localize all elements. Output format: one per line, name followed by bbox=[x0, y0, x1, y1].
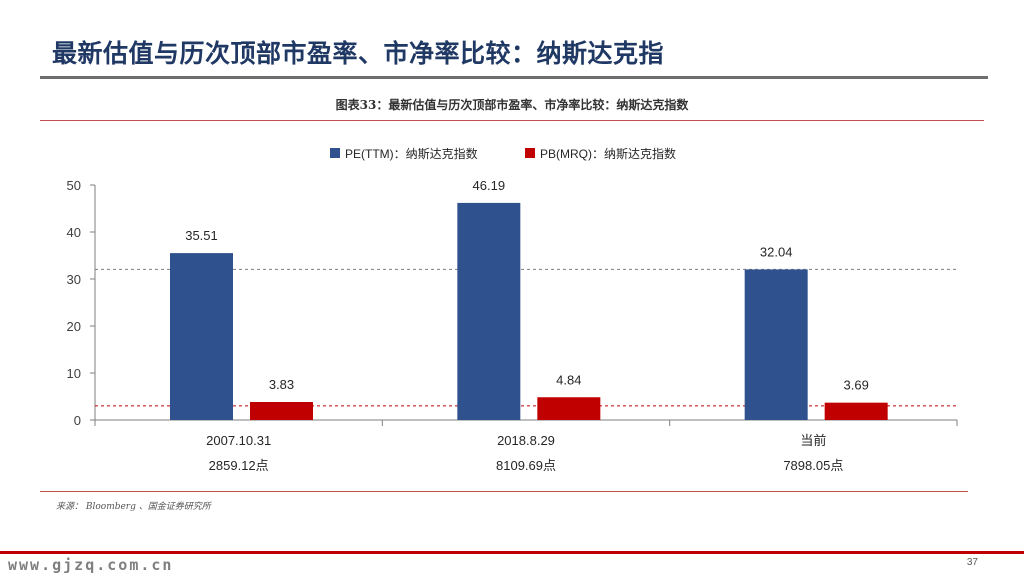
caption-divider bbox=[40, 120, 984, 121]
category-label: 当前 bbox=[800, 433, 826, 448]
y-tick-label: 30 bbox=[67, 272, 81, 287]
data-label: 46.19 bbox=[473, 178, 506, 193]
y-tick-label: 10 bbox=[67, 366, 81, 381]
category-sublabel: 7898.05点 bbox=[783, 458, 843, 473]
legend-swatch bbox=[525, 148, 535, 158]
bar bbox=[250, 401, 313, 420]
title-divider bbox=[40, 76, 988, 79]
category-sublabel: 2859.12点 bbox=[209, 458, 269, 473]
slide-title: 最新估值与历次顶部市盈率、市净率比较：纳斯达克指 bbox=[52, 39, 665, 68]
chart-caption: 图表33：最新估值与历次顶部市盈率、市净率比较：纳斯达克指数 bbox=[335, 98, 689, 112]
y-tick-label: 0 bbox=[74, 413, 81, 428]
bar bbox=[457, 202, 521, 420]
bar bbox=[537, 397, 601, 420]
page-number: 37 bbox=[966, 557, 978, 568]
data-label: 32.04 bbox=[760, 244, 793, 259]
data-label: 3.69 bbox=[844, 378, 869, 393]
bar bbox=[744, 269, 808, 420]
y-tick-label: 40 bbox=[67, 225, 81, 240]
bar bbox=[170, 253, 233, 420]
chart-source: 来源： Bloomberg 、国金证券研究所 bbox=[56, 502, 211, 512]
legend-swatch bbox=[330, 148, 340, 158]
footer-band bbox=[0, 551, 1024, 554]
website-url: www.gjzq.com.cn bbox=[8, 556, 174, 574]
y-tick-label: 20 bbox=[67, 319, 81, 334]
category-label: 2007.10.31 bbox=[206, 433, 271, 448]
source-divider bbox=[40, 491, 968, 492]
bar-chart: 0 10 20 30 40 50 35.51 46.19 32.04 3.83 4.84 3.69 20… bbox=[67, 146, 958, 473]
legend-label: PB(MRQ)：纳斯达克指数 bbox=[540, 146, 676, 161]
bar bbox=[824, 402, 888, 420]
data-label: 35.51 bbox=[185, 228, 218, 243]
data-label: 4.84 bbox=[556, 372, 581, 387]
data-label: 3.83 bbox=[269, 377, 294, 392]
legend-label: PE(TTM)：纳斯达克指数 bbox=[345, 146, 478, 161]
y-tick-label: 50 bbox=[67, 178, 81, 193]
category-sublabel: 8109.69点 bbox=[496, 458, 556, 473]
category-label: 2018.8.29 bbox=[497, 433, 555, 448]
